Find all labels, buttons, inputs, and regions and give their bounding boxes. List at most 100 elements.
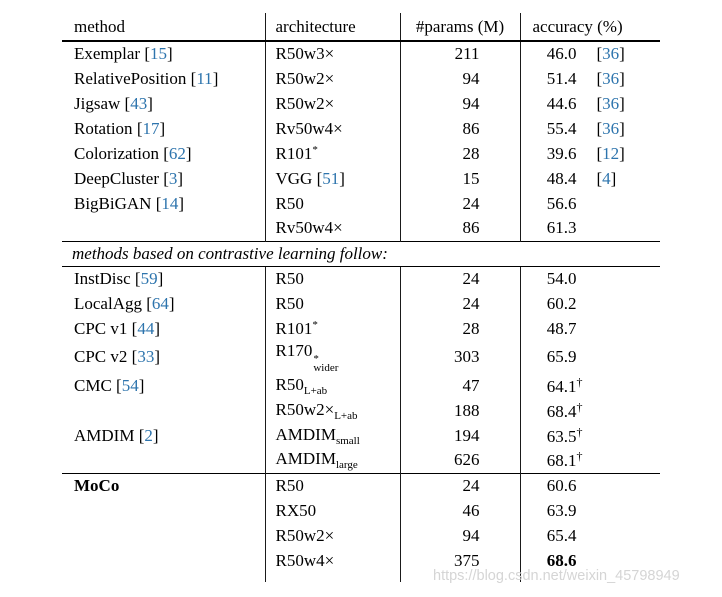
architecture-name: Rv50w4× bbox=[275, 118, 343, 138]
table-row: Rv50w4× 86 61.3 bbox=[62, 216, 660, 241]
citation-number[interactable]: 36 bbox=[602, 44, 620, 63]
accuracy-value: 63.5 bbox=[546, 426, 577, 446]
citation-link[interactable]: [11] bbox=[191, 69, 219, 88]
citation-link[interactable]: [3] bbox=[163, 169, 183, 188]
citation-close-bracket: ] bbox=[154, 318, 160, 338]
citation-open-bracket: [ bbox=[596, 68, 603, 88]
architecture-cell: R50 bbox=[265, 291, 401, 316]
citation-number[interactable]: 64 bbox=[151, 293, 169, 313]
params-cell: 94 bbox=[400, 66, 521, 91]
params-cell: 86 bbox=[400, 116, 521, 141]
citation-open-bracket: [ bbox=[596, 118, 603, 138]
params-cell: 194 bbox=[400, 423, 521, 448]
table-row: AMDIM [2] AMDIMsmall 194 63.5† bbox=[62, 423, 660, 448]
params-cell: 375 bbox=[400, 548, 521, 573]
citation-link[interactable]: [12] bbox=[597, 144, 625, 163]
params-cell: 86 bbox=[400, 216, 521, 241]
accuracy-cell: 61.3 bbox=[520, 216, 660, 241]
citation-close-bracket: ] bbox=[177, 168, 184, 188]
citation-open-bracket: [ bbox=[596, 93, 603, 113]
method-cell bbox=[62, 523, 266, 548]
method-label: AMDIM bbox=[74, 425, 135, 445]
architecture-name: R50w2× bbox=[275, 68, 335, 88]
table-row: R50w2× 94 65.4 bbox=[62, 523, 660, 548]
citation-link[interactable]: [14] bbox=[156, 194, 184, 213]
accuracy-value: 48.7 bbox=[546, 318, 577, 338]
architecture-cell: R50 bbox=[265, 266, 401, 291]
architecture-cell: R50w2× bbox=[265, 91, 401, 116]
params-value: 46 bbox=[462, 500, 480, 520]
dagger-mark: † bbox=[576, 424, 583, 439]
citation-link[interactable]: [36] bbox=[597, 69, 625, 88]
citation-number[interactable]: 44 bbox=[137, 318, 155, 338]
citation-link[interactable]: [36] bbox=[597, 44, 625, 63]
params-cell: 47 bbox=[400, 373, 521, 398]
accuracy-cell: 60.2 bbox=[520, 291, 660, 316]
citation-open-bracket: [ bbox=[596, 168, 603, 188]
citation-open-bracket: [ bbox=[163, 168, 169, 188]
citation-number[interactable]: 15 bbox=[150, 44, 168, 63]
citation-number[interactable]: 62 bbox=[168, 143, 186, 163]
accuracy-value: 63.9 bbox=[546, 500, 577, 520]
citation-close-bracket: ] bbox=[154, 347, 160, 366]
architecture-name: R50 bbox=[275, 268, 304, 288]
table-body: Exemplar [15] R50w3× 211 46.0 [36] RelativePo… bbox=[62, 41, 660, 582]
method-label: Rotation bbox=[74, 118, 133, 138]
accuracy-cell: 68.6 bbox=[520, 548, 660, 573]
csdn-watermark: https://blog.csdn.net/weixin_45798949 bbox=[433, 568, 680, 584]
citation-number[interactable]: 36 bbox=[602, 93, 620, 113]
accuracy-value: 64.1 bbox=[546, 376, 577, 396]
citation-link[interactable]: [17] bbox=[137, 119, 165, 138]
citation-link[interactable]: [15] bbox=[144, 44, 172, 63]
citation-link[interactable]: [44] bbox=[132, 319, 160, 338]
citation-close-bracket: ] bbox=[619, 143, 625, 163]
architecture-name: R50 bbox=[275, 193, 304, 213]
citation-link[interactable]: [64] bbox=[146, 294, 174, 313]
params-value: 24 bbox=[462, 268, 480, 288]
table-row: BigBiGAN [14] R50 24 56.6 bbox=[62, 191, 660, 216]
accuracy-value: 68.4 bbox=[546, 401, 577, 421]
citation-link[interactable]: [2] bbox=[139, 426, 159, 445]
citation-number[interactable]: 17 bbox=[142, 118, 160, 138]
method-cell: CMC [54] bbox=[62, 373, 266, 398]
citation-number[interactable]: 36 bbox=[602, 118, 620, 138]
citation-number[interactable]: 36 bbox=[602, 68, 620, 88]
citation-link[interactable]: [4] bbox=[597, 169, 617, 188]
params-value: 211 bbox=[454, 44, 480, 63]
citation-number[interactable]: 2 bbox=[144, 425, 153, 445]
citation-close-bracket: ] bbox=[167, 44, 173, 63]
params-value: 86 bbox=[462, 118, 480, 138]
citation-number[interactable]: 54 bbox=[121, 375, 139, 395]
citation-link[interactable]: [59] bbox=[135, 269, 163, 288]
citation-number[interactable]: 11 bbox=[196, 68, 213, 88]
method-cell: MoCo bbox=[62, 472, 266, 498]
params-cell: 94 bbox=[400, 523, 521, 548]
citation-number[interactable]: 4 bbox=[602, 168, 611, 188]
method-cell: LocalAgg [64] bbox=[62, 291, 266, 316]
citation-number[interactable]: 3 bbox=[168, 168, 178, 188]
accuracy-value: 39.6 bbox=[546, 143, 577, 163]
citation-number[interactable]: 59 bbox=[140, 268, 158, 288]
citation-link[interactable]: [43] bbox=[125, 94, 153, 113]
method-label: Jigsaw bbox=[74, 93, 121, 113]
citation-number[interactable]: 12 bbox=[602, 143, 620, 163]
architecture-superscript: * bbox=[312, 318, 318, 331]
citation-link[interactable]: [51] bbox=[317, 169, 345, 188]
architecture-name: AMDIM bbox=[275, 424, 336, 444]
citation-number[interactable]: 14 bbox=[161, 193, 179, 213]
architecture-cell: R50w2× bbox=[265, 523, 401, 548]
citation-link[interactable]: [33] bbox=[132, 347, 160, 366]
citation-link[interactable]: [62] bbox=[163, 144, 191, 163]
citation-open-bracket: [ bbox=[596, 44, 603, 63]
params-cell: 28 bbox=[400, 141, 521, 166]
accuracy-value: 55.4 bbox=[546, 118, 577, 138]
citation-number[interactable]: 43 bbox=[130, 93, 148, 113]
citation-link[interactable]: [54] bbox=[116, 376, 144, 395]
citation-link[interactable]: [36] bbox=[597, 94, 625, 113]
architecture-name: R50w2× bbox=[275, 525, 335, 545]
citation-number[interactable]: 33 bbox=[137, 347, 155, 366]
citation-open-bracket: [ bbox=[124, 93, 131, 113]
architecture-name: R50w2× bbox=[275, 399, 335, 419]
citation-number[interactable]: 51 bbox=[322, 168, 340, 188]
citation-link[interactable]: [36] bbox=[597, 119, 625, 138]
